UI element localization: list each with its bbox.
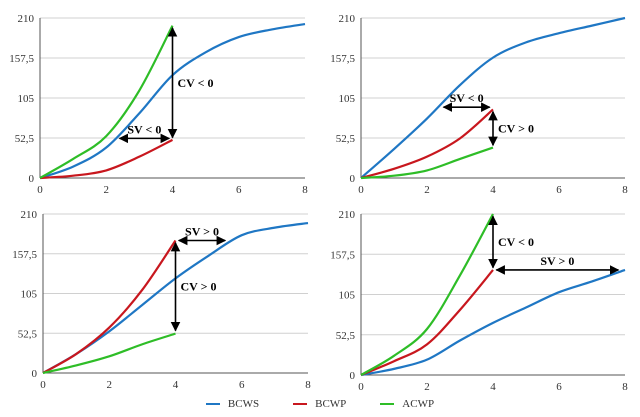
- legend-label: BCWS: [227, 398, 260, 410]
- y-tick-label: 52,5: [15, 133, 35, 145]
- y-tick-label: 105: [339, 290, 356, 302]
- x-tick-label: 6: [556, 184, 562, 196]
- y-tick-label: 0: [350, 370, 356, 382]
- legend-swatch: [293, 403, 308, 405]
- x-tick-label: 8: [305, 379, 311, 391]
- legend-item-bcwp: BCWP: [293, 398, 346, 410]
- series-line-bcwp: [360, 108, 494, 180]
- series-line-bcwp: [39, 138, 173, 180]
- panel-1: 0 52,5 105 157,5 210 0 2 4 6 8 CV < 0 SV < 0: [9, 13, 308, 196]
- y-tick-label: 210: [18, 13, 35, 25]
- variance-label: SV < 0: [127, 122, 161, 136]
- variance-label: CV < 0: [498, 235, 534, 249]
- series-line-bcws: [360, 16, 626, 179]
- y-tick-label: 0: [32, 368, 38, 380]
- x-tick-label: 2: [424, 184, 430, 196]
- x-tick-label: 8: [622, 184, 628, 196]
- y-tick-label: 210: [21, 209, 38, 221]
- x-tick-label: 2: [107, 379, 113, 391]
- variance-label: CV > 0: [498, 121, 534, 135]
- y-tick-label: 157,5: [9, 53, 34, 65]
- x-tick-label: 8: [302, 184, 308, 196]
- x-tick-label: 0: [37, 184, 43, 196]
- legend-label: BCWP: [315, 398, 347, 410]
- x-tick-label: 6: [236, 184, 242, 196]
- x-tick-label: 0: [40, 379, 46, 391]
- x-tick-label: 4: [173, 379, 179, 391]
- x-tick-label: 0: [358, 184, 364, 196]
- panel-4: 0 52,5 105 157,5 210 0 2 4 6 8 CV < 0 SV > 0: [330, 209, 628, 393]
- y-tick-label: 157,5: [330, 53, 355, 65]
- y-tick-label: 210: [339, 209, 356, 221]
- y-tick-label: 210: [339, 13, 356, 25]
- x-tick-label: 0: [358, 381, 364, 393]
- legend: BCWS BCWP ACWP: [0, 398, 640, 410]
- series-line-acwp: [42, 332, 176, 375]
- y-tick-label: 0: [29, 173, 35, 185]
- y-tick-label: 52,5: [18, 328, 38, 340]
- legend-label: ACWP: [402, 398, 435, 410]
- y-tick-label: 157,5: [330, 249, 355, 261]
- variance-label: CV < 0: [178, 76, 214, 90]
- series-line-bcws: [360, 268, 626, 377]
- panel-3: 0 52,5 105 157,5 210 0 2 4 6 8 SV > 0 CV > 0: [12, 209, 311, 391]
- x-tick-label: 8: [622, 381, 628, 393]
- y-tick-label: 52,5: [336, 330, 356, 342]
- y-tick-label: 0: [350, 173, 356, 185]
- variance-label: CV > 0: [181, 280, 217, 294]
- x-tick-label: 4: [490, 184, 496, 196]
- x-tick-label: 6: [239, 379, 245, 391]
- x-tick-label: 2: [424, 381, 430, 393]
- y-tick-label: 105: [339, 93, 356, 105]
- y-tick-label: 105: [18, 93, 35, 105]
- series-line-bcwp: [42, 239, 177, 374]
- x-tick-label: 6: [556, 381, 562, 393]
- x-tick-label: 2: [104, 184, 110, 196]
- series-line-bcwp: [360, 269, 494, 377]
- y-tick-label: 52,5: [336, 133, 356, 145]
- x-tick-label: 4: [170, 184, 176, 196]
- variance-label: SV < 0: [450, 91, 484, 105]
- y-tick-label: 105: [21, 289, 38, 301]
- legend-swatch: [205, 403, 220, 405]
- legend-item-bcws: BCWS: [205, 398, 260, 410]
- variance-label: SV > 0: [540, 254, 574, 268]
- legend-item-acwp: ACWP: [380, 398, 434, 410]
- series-line-acwp: [360, 213, 494, 376]
- y-tick-label: 157,5: [12, 249, 37, 261]
- series-line-acwp: [360, 146, 494, 180]
- variance-label: SV > 0: [185, 225, 219, 239]
- legend-swatch: [380, 403, 395, 405]
- x-tick-label: 4: [490, 381, 496, 393]
- panel-2: 0 52,5 105 157,5 210 0 2 4 6 8 SV < 0 CV > 0: [330, 13, 628, 196]
- series-line-acwp: [39, 25, 174, 179]
